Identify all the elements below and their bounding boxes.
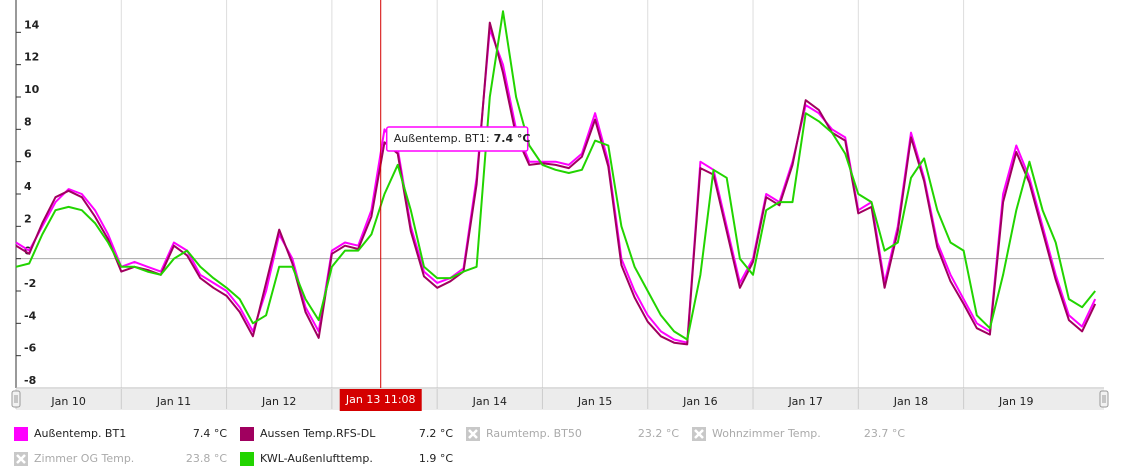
legend-swatch (14, 427, 28, 441)
y-tick-label: 6 (24, 148, 32, 161)
y-tick-label: 0 (24, 245, 32, 258)
legend-item[interactable]: Zimmer OG Temp. 23.8 °C (14, 452, 227, 466)
legend-swatch (240, 452, 254, 466)
legend-hidden-icon (16, 454, 26, 464)
x-tick-label: Jan 15 (577, 395, 612, 408)
y-tick-label: 8 (24, 115, 32, 128)
navigator-handle[interactable] (1099, 390, 1109, 408)
tooltip-text: Außentemp. BT1: 7.4 °C (394, 132, 531, 145)
tooltip-value: 7.4 °C (494, 132, 531, 145)
y-tick-label: -2 (24, 277, 36, 290)
y-tick-label: 10 (24, 83, 40, 96)
y-tick-label: 4 (24, 180, 32, 193)
legend-name: KWL-Außenlufttemp. (260, 452, 373, 465)
x-tick-label: Jan 12 (261, 395, 296, 408)
legend-value: 7.4 °C (193, 427, 227, 440)
x-tick-label: Jan 10 (50, 395, 85, 408)
legend-value: 7.2 °C (419, 427, 453, 440)
legend-item[interactable]: Wohnzimmer Temp. 23.7 °C (692, 427, 905, 441)
legend-value: 23.2 °C (638, 427, 679, 440)
legend-name: Zimmer OG Temp. (34, 452, 134, 465)
navigator-handle[interactable] (11, 390, 21, 408)
x-tick-label: Jan 14 (472, 395, 507, 408)
legend-item[interactable]: KWL-Außenlufttemp. 1.9 °C (240, 452, 453, 466)
tooltip-label: Außentemp. BT1: (394, 132, 490, 145)
series-line (15, 28, 1097, 344)
legend-value: 23.8 °C (186, 452, 227, 465)
legend-name: Aussen Temp.RFS-DL (260, 427, 376, 440)
legend-item[interactable]: Außentemp. BT1 7.4 °C (14, 427, 227, 441)
y-tick-label: -6 (24, 342, 37, 355)
crosshair-label: Jan 13 11:08 (345, 393, 416, 406)
legend-name: Außentemp. BT1 (34, 427, 126, 440)
legend-item[interactable]: Raumtemp. BT50 23.2 °C (466, 427, 679, 441)
x-tick-label: Jan 18 (893, 395, 928, 408)
tooltip-box (385, 126, 529, 152)
x-tick-label: Jan 16 (682, 395, 717, 408)
y-tick-label: 14 (24, 18, 40, 31)
legend-name: Raumtemp. BT50 (486, 427, 582, 440)
x-tick-label: Jan 11 (156, 395, 191, 408)
legend-swatch (240, 427, 254, 441)
legend-name: Wohnzimmer Temp. (712, 427, 821, 440)
legend-hidden-icon (694, 429, 704, 439)
x-tick-label: Jan 17 (787, 395, 822, 408)
navigator (16, 389, 1104, 410)
legend-value: 1.9 °C (419, 452, 453, 465)
legend-value: 23.7 °C (864, 427, 905, 440)
series-line (15, 10, 1096, 341)
y-tick-label: 2 (24, 212, 32, 225)
series-line (15, 21, 1097, 346)
legend-hidden-icon (468, 429, 478, 439)
legend-item[interactable]: Aussen Temp.RFS-DL 7.2 °C (240, 427, 453, 441)
y-tick-label: -4 (24, 309, 37, 322)
y-tick-label: 12 (24, 51, 39, 64)
y-tick-label: -8 (24, 374, 36, 387)
crosshair-label-box (339, 389, 422, 411)
x-tick-label: Jan 19 (998, 395, 1033, 408)
